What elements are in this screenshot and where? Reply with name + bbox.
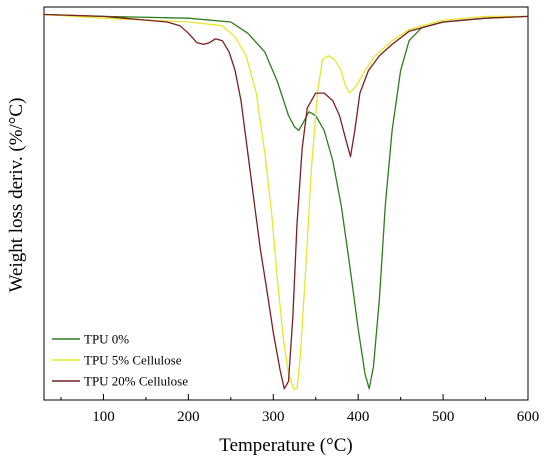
series-line-3 (43, 13, 529, 390)
plot-frame (43, 6, 529, 401)
x-axis-title: Temperature (°C) (219, 435, 352, 456)
x-tick-label: 300 (262, 409, 285, 425)
x-ticks: 100 200 300 400 500 600 (60, 394, 540, 425)
x-tick-label: 600 (517, 409, 540, 425)
x-tick-label: 500 (432, 409, 455, 425)
legend-label-1: TPU 0% (84, 332, 129, 347)
y-axis-title: Weight loss deriv. (%/°C) (6, 98, 27, 293)
legend: TPU 0% TPU 5% Cellulose TPU 20% Cellulose (52, 332, 188, 389)
legend-label-2: TPU 5% Cellulose (84, 353, 182, 368)
legend-label-3: TPU 20% Cellulose (84, 374, 188, 389)
x-tick-label: 400 (347, 409, 370, 425)
series-layer (43, 13, 529, 390)
x-tick-label: 100 (92, 409, 115, 425)
series-line-2 (43, 13, 528, 390)
series-line-1 (43, 13, 529, 390)
x-tick-label: 200 (177, 409, 200, 425)
